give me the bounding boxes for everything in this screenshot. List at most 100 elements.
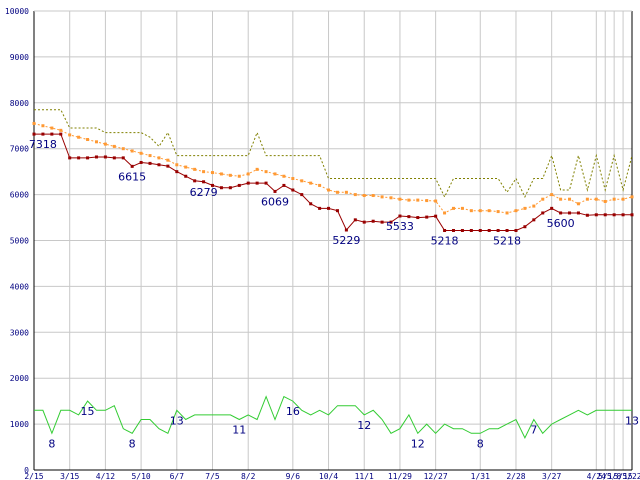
series-2-point [86, 156, 90, 160]
y-tick-label: 0 [24, 466, 29, 475]
series-1-point [576, 202, 580, 206]
series-1-point [559, 197, 563, 201]
series-2-point [532, 218, 536, 222]
series-2-point [541, 211, 545, 215]
series-line-2 [34, 133, 632, 231]
series-1-point [496, 210, 500, 214]
series-1-point [568, 197, 572, 201]
series-2-point [103, 155, 107, 159]
y-tick-labels: 0 1000 2000 3000 4000 5000 6000 7000 8000 9000 100… [5, 7, 29, 475]
y-tick-label: 5000 [10, 237, 29, 246]
series-1-point [264, 170, 268, 174]
data-label: 5600 [547, 217, 575, 230]
series-2-point [246, 181, 250, 185]
data-label: 7 [530, 424, 537, 437]
series-2-point [291, 188, 295, 192]
series-1-point [59, 128, 63, 132]
series-2-point [353, 218, 357, 222]
series-1-point [202, 170, 206, 174]
data-label: 8 [48, 437, 55, 450]
series-1-point [77, 135, 81, 139]
series-2-point [130, 164, 134, 168]
x-tick-label: 3/15 [60, 472, 79, 480]
series-1-point [130, 149, 134, 153]
series-2-point [68, 156, 72, 160]
series-2-point [505, 228, 509, 232]
x-tick-label: 7/5 [205, 472, 220, 480]
series-2-point [193, 179, 197, 183]
data-label: 7318 [29, 138, 57, 151]
series-1-point [344, 190, 348, 194]
series-2-point [148, 161, 152, 165]
series-2-point [559, 211, 563, 215]
series-2-point [309, 202, 313, 206]
data-label: 6279 [190, 186, 218, 199]
series-2-point [344, 228, 348, 232]
series-1-point [603, 199, 607, 203]
x-tick-label: 4/12 [96, 472, 115, 480]
series-2-point [585, 213, 589, 217]
x-tick-label: 8/2 [241, 472, 256, 480]
series-2-point [380, 220, 384, 224]
data-labels: 7318 6615 6279 6069 5229 5533 5218 5218 5600 8 15 8… [29, 138, 639, 450]
series-2-point [59, 132, 63, 136]
series-1-point [612, 197, 616, 201]
series-2-point [121, 156, 125, 160]
series-1-point [175, 163, 179, 167]
series-2-point [630, 213, 634, 217]
series-2-point [523, 225, 527, 229]
series-2-point [335, 209, 339, 213]
data-label: 11 [232, 424, 246, 437]
series-2-point [550, 206, 554, 210]
series-2-point [318, 206, 322, 210]
series-1-point [505, 211, 509, 215]
series-1-point [50, 126, 54, 130]
series-2-point [202, 180, 206, 184]
series-1-point [103, 142, 107, 146]
y-tick-label: 10000 [5, 7, 29, 16]
series-2-point [362, 220, 366, 224]
series-2-point [264, 181, 268, 185]
y-tick-label: 2000 [10, 374, 29, 383]
series-1-point [309, 181, 313, 185]
series-1-point [541, 197, 545, 201]
series-1-point [327, 188, 331, 192]
data-label: 8 [477, 437, 484, 450]
series-2-point [514, 228, 518, 232]
series-2-point [389, 220, 393, 224]
series-2-point [371, 219, 375, 223]
series-1-point [291, 177, 295, 181]
data-label: 5218 [431, 234, 459, 247]
series-2-point [273, 189, 277, 193]
series-2-point [416, 216, 420, 220]
series-1-point [86, 138, 90, 142]
series-1-point [487, 209, 491, 213]
series-1-point [32, 121, 36, 125]
series-1-point [184, 165, 188, 169]
data-label: 12 [411, 437, 425, 450]
x-tick-label: 4/24 [587, 472, 606, 480]
series-2-point [41, 132, 45, 136]
series-2-point [282, 183, 286, 187]
series-1-point [362, 194, 366, 198]
series-2-point [398, 214, 402, 218]
series-1-point [148, 154, 152, 158]
series-2-point [612, 213, 616, 217]
x-tick-label: 5/1 [598, 472, 613, 480]
series-2-point [184, 174, 188, 178]
series-2-point [327, 206, 331, 210]
data-label: 15 [81, 405, 95, 418]
series-1-point [273, 172, 277, 176]
x-tick-label: 5/10 [131, 472, 150, 480]
series-2-point [568, 211, 572, 215]
series-1-point [228, 173, 232, 177]
series-2-point [478, 228, 482, 232]
x-tick-label: 2/15 [24, 472, 43, 480]
series-2-point [211, 183, 215, 187]
series-1-point [630, 195, 634, 199]
series-1-point [460, 206, 464, 210]
x-tick-label: 9/6 [286, 472, 301, 480]
series-2-point [443, 228, 447, 232]
series-1-point [425, 199, 429, 203]
data-label: 12 [357, 419, 371, 432]
